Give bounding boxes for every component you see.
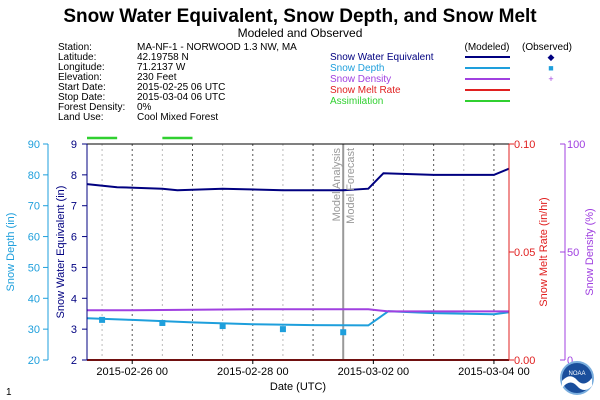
legend-entry: Snow Density: [330, 74, 391, 85]
info-label: Station:: [58, 42, 92, 53]
axis-title: Snow Density (%): [584, 208, 596, 295]
axis-tick-label: 80: [28, 170, 40, 182]
axis-tick-label: 30: [28, 324, 40, 336]
annotation-model-analysis: Model Analysis: [331, 148, 343, 222]
axis-tick-label: 20: [28, 355, 40, 367]
x-axis-label: Date (UTC): [270, 381, 326, 393]
info-label: Stop Date:: [58, 92, 105, 103]
axis-tick-label: 0: [567, 355, 573, 367]
axis-tick-label: 2: [71, 355, 77, 367]
series-line: [87, 308, 509, 313]
axis-tick-label: 7: [71, 201, 77, 213]
axis-tick-label: 100: [567, 139, 585, 151]
info-label: Forest Density:: [58, 102, 125, 113]
axes: 20 30 40 50 60 70 80 90 Snow Depth (in) 2 3 4 5 6 7 8 9 S…: [5, 139, 596, 378]
info-value: 71.2137 W: [137, 62, 186, 73]
legend-entry: Assimilation: [330, 96, 383, 107]
axis-tick-label: 0.00: [514, 355, 535, 367]
legend-modeled-header: (Modeled): [464, 42, 509, 53]
legend-observed-marker: +: [548, 74, 553, 84]
info-value: MA-NF-1 - NORWOOD 1.3 NW, MA: [137, 42, 297, 53]
axis-tick-label: 3: [71, 324, 77, 336]
axis-tick-label: 0.10: [514, 139, 535, 151]
chart-title: Snow Water Equivalent, Snow Depth, and S…: [63, 6, 537, 27]
info-label: Latitude:: [58, 52, 96, 63]
observed-point: [340, 329, 347, 336]
info-label: Elevation:: [58, 72, 102, 83]
axis-tick-label: 50: [567, 247, 579, 259]
observed-layer: [99, 316, 347, 336]
observed-point: [159, 319, 166, 326]
noaa-logo: NOAA: [560, 361, 594, 395]
chart-subtitle: Modeled and Observed: [238, 26, 363, 40]
axis-tick-label: 90: [28, 139, 40, 151]
station-info: Station: MA-NF-1 - NORWOOD 1.3 NW, MA Lati…: [58, 42, 297, 123]
axis-tick-label: 40: [28, 293, 40, 305]
annotation-model-forecast: Model Forecast: [345, 148, 357, 224]
observed-point: [219, 323, 226, 330]
info-value: 0%: [137, 102, 152, 113]
axis-tick-label: 4: [71, 293, 77, 305]
axis-title: Snow Depth (in): [5, 213, 17, 292]
axis-tick-label: 60: [28, 232, 40, 244]
x-tick-label: 2015-03-02 00: [338, 366, 410, 378]
info-label: Land Use:: [58, 112, 104, 123]
axis-tick-label: 8: [71, 170, 77, 182]
axis-tick-label: 50: [28, 262, 40, 274]
info-label: Start Date:: [58, 82, 106, 93]
axis-tick-label: 5: [71, 262, 77, 274]
axis-tick-label: 0.05: [514, 247, 535, 259]
plot-area: [87, 144, 509, 360]
observed-point: [279, 326, 286, 333]
info-value: 2015-02-25 06 UTC: [137, 82, 225, 93]
axis-tick-label: 9: [71, 139, 77, 151]
legend-observed-marker: ◆: [548, 52, 555, 62]
x-tick-label: 2015-02-26 00: [96, 366, 168, 378]
observed-point: [99, 316, 106, 323]
legend-entry: Snow Depth: [330, 63, 384, 74]
info-value: 2015-03-04 06 UTC: [137, 92, 225, 103]
x-tick-label: 2015-03-04 00: [458, 366, 530, 378]
legend-entry: Snow Melt Rate: [330, 85, 401, 96]
legend-observed-header: (Observed): [522, 42, 572, 53]
info-value: 42.19758 N: [137, 52, 189, 63]
series-line: [86, 167, 510, 192]
axis-tick-label: 70: [28, 201, 40, 213]
axis-tick-label: 6: [71, 232, 77, 244]
noaa-logo-text: NOAA: [568, 371, 585, 377]
info-value: Cool Mixed Forest: [137, 112, 218, 123]
legend-entry: Snow Water Equivalent: [330, 52, 434, 63]
legend-observed-marker: ■: [548, 63, 553, 73]
x-tick-label: 2015-02-28 00: [217, 366, 289, 378]
axis-title: Snow Water Equivalent (in): [55, 186, 67, 319]
info-label: Longitude:: [58, 62, 105, 73]
page-number: 1: [6, 387, 12, 398]
legend: (Modeled) (Observed) Snow Water Equivale…: [330, 42, 572, 107]
axis-title: Snow Melt Rate (in/hr): [538, 197, 550, 306]
info-value: 230 Feet: [137, 72, 177, 83]
